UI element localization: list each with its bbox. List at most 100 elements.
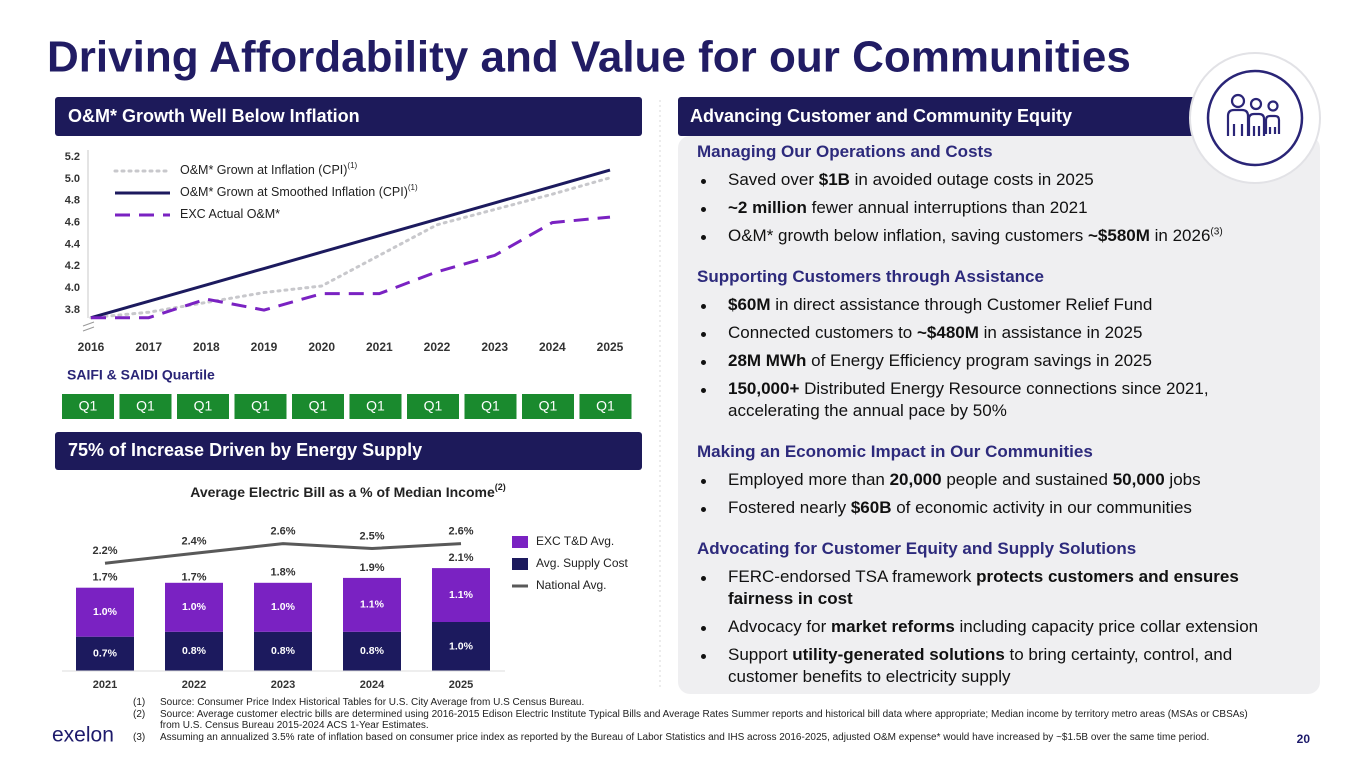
bullet-text: protects customers and ensures fairness …	[728, 567, 1239, 608]
x-tick-label: 2018	[193, 340, 220, 354]
footnote-number: (1)	[133, 697, 146, 708]
total-label: 1.9%	[359, 562, 384, 574]
bar-segment	[76, 636, 134, 671]
bullet-text: O&M* growth below inflation, saving cust…	[728, 226, 1088, 245]
bullet-text: Fostered nearly	[728, 498, 851, 517]
footnote-text: Source: Average customer electric bills …	[160, 708, 1248, 732]
x-tick-label: 2022	[182, 679, 206, 691]
bullet-dot	[701, 332, 706, 337]
bar-segment	[432, 622, 490, 671]
x-tick-label: 2023	[481, 340, 508, 354]
bar-segment	[254, 582, 312, 632]
bullet-text: including capacity price collar extensio…	[954, 617, 1259, 636]
bullet-text: (3)	[1210, 226, 1223, 238]
section-heading: Supporting Customers through Assistance	[697, 267, 1044, 286]
y-tick-label: 4.4	[65, 238, 81, 250]
bar-label: 1.1%	[449, 589, 474, 601]
logo: exelon	[52, 724, 114, 747]
bullet-text: jobs	[1164, 470, 1201, 489]
line-series	[91, 215, 611, 320]
bar-label: 0.8%	[182, 645, 207, 657]
section: Managing Our Operations and Costs Saved o…	[697, 138, 1297, 250]
bullet-text: fewer annual interruptions than 2021	[806, 198, 1088, 217]
x-tick-label: 2025	[449, 679, 473, 691]
bullet: Saved over $1B in avoided outage costs i…	[697, 166, 1293, 194]
legend-label: EXC T&D Avg.	[536, 534, 614, 548]
bullet-dot	[701, 576, 706, 581]
bullet-text: of economic activity in our communities	[891, 498, 1192, 517]
x-tick-label: 2024	[360, 679, 385, 691]
line-label: 2.5%	[359, 530, 384, 542]
total-label: 1.7%	[92, 572, 117, 584]
quartile-cell	[177, 394, 229, 419]
quartile-cell	[292, 394, 344, 419]
bullet-text: in assistance in 2025	[978, 323, 1143, 342]
footnote-text: Assuming an annualized 3.5% rate of infl…	[160, 731, 1210, 743]
section: Supporting Customers through Assistance $…	[697, 263, 1297, 425]
header-bar	[55, 432, 642, 470]
y-tick-label: 5.2	[65, 151, 80, 163]
x-tick-label: 2025	[597, 340, 624, 354]
chart-title-text: Average Electric Bill as a % of Median I…	[190, 484, 495, 500]
bar-segment	[76, 587, 134, 637]
footnote-text: Source: Consumer Price Index Historical …	[160, 697, 585, 708]
bullet: 150,000+ Distributed Energy Resource con…	[697, 375, 1293, 425]
bar-label: 1.0%	[271, 601, 296, 613]
quartile-label: Q1	[251, 398, 270, 414]
bullet-text: of Energy Efficiency program savings in …	[806, 351, 1152, 370]
bar-segment	[165, 582, 223, 632]
quartile-label: Q1	[481, 398, 500, 414]
x-tick-label: 2023	[271, 679, 295, 691]
y-tick-label: 4.8	[65, 195, 80, 207]
quartile-label: Q1	[309, 398, 328, 414]
right-panel: Managing Our Operations and Costs Saved o…	[697, 138, 1297, 704]
bullet-dot	[701, 360, 706, 365]
section-header: 75% of Increase Driven by Energy Supply	[68, 440, 422, 460]
bullet-text: ~$580M	[1088, 226, 1150, 245]
footnote: (1) Source: Consumer Price Index Historic…	[133, 697, 1258, 709]
bar-segment	[254, 631, 312, 671]
quartile-title: SAIFI & SAIDI Quartile	[67, 367, 215, 383]
section-heading: Making an Economic Impact in Our Communi…	[697, 442, 1093, 461]
bar-label: 1.0%	[182, 601, 207, 613]
bullet-text: market reforms	[831, 617, 955, 636]
total-label: 1.7%	[181, 572, 206, 584]
legend-label: National Avg.	[536, 578, 607, 592]
legend-note: (1)	[347, 161, 357, 170]
section-heading: Managing Our Operations and Costs	[697, 142, 993, 161]
bullet-text: Advocacy for	[728, 617, 831, 636]
x-tick-label: 2019	[251, 340, 278, 354]
bullet-text: people and sustained	[941, 470, 1113, 489]
quartile-cell	[579, 394, 632, 419]
y-tick-label: 3.8	[65, 304, 80, 316]
quartile-cell	[464, 394, 517, 419]
line-label: 2.6%	[448, 526, 473, 538]
y-tick-label: 4.0	[65, 282, 80, 294]
bullet-text: in direct assistance through Customer Re…	[770, 295, 1153, 314]
bullet: FERC-endorsed TSA framework protects cus…	[697, 563, 1293, 613]
x-tick-label: 2022	[424, 340, 451, 354]
bar-label: 1.0%	[449, 640, 474, 652]
page-number: 20	[1297, 732, 1311, 746]
bullet-dot	[701, 626, 706, 631]
bar-label: 0.8%	[271, 645, 296, 657]
chart-title: Average Electric Bill as a % of Median I…	[190, 482, 505, 499]
quartile-cell	[62, 394, 114, 419]
legend-note: (1)	[408, 183, 418, 192]
bullet-text: Connected customers to	[728, 323, 917, 342]
footnotes: (1) Source: Consumer Price Index Historic…	[133, 697, 1258, 743]
x-tick-label: 2017	[135, 340, 162, 354]
bullet: 28M MWh of Energy Efficiency program sav…	[697, 347, 1293, 375]
bullet: Employed more than 20,000 people and sus…	[697, 466, 1293, 494]
legend-text: EXC Actual O&M*	[180, 207, 280, 221]
y-tick-label: 5.0	[65, 173, 80, 185]
legend-label: O&M* Grown at Smoothed Inflation (CPI)(1…	[180, 183, 418, 199]
bullet-text: in avoided outage costs in 2025	[849, 170, 1094, 189]
section: Advocating for Customer Equity and Suppl…	[697, 535, 1297, 691]
section: Making an Economic Impact in Our Communi…	[697, 438, 1297, 522]
header-bar	[678, 97, 1218, 136]
bullet-dot	[701, 304, 706, 309]
legend-label: Avg. Supply Cost	[536, 556, 628, 570]
